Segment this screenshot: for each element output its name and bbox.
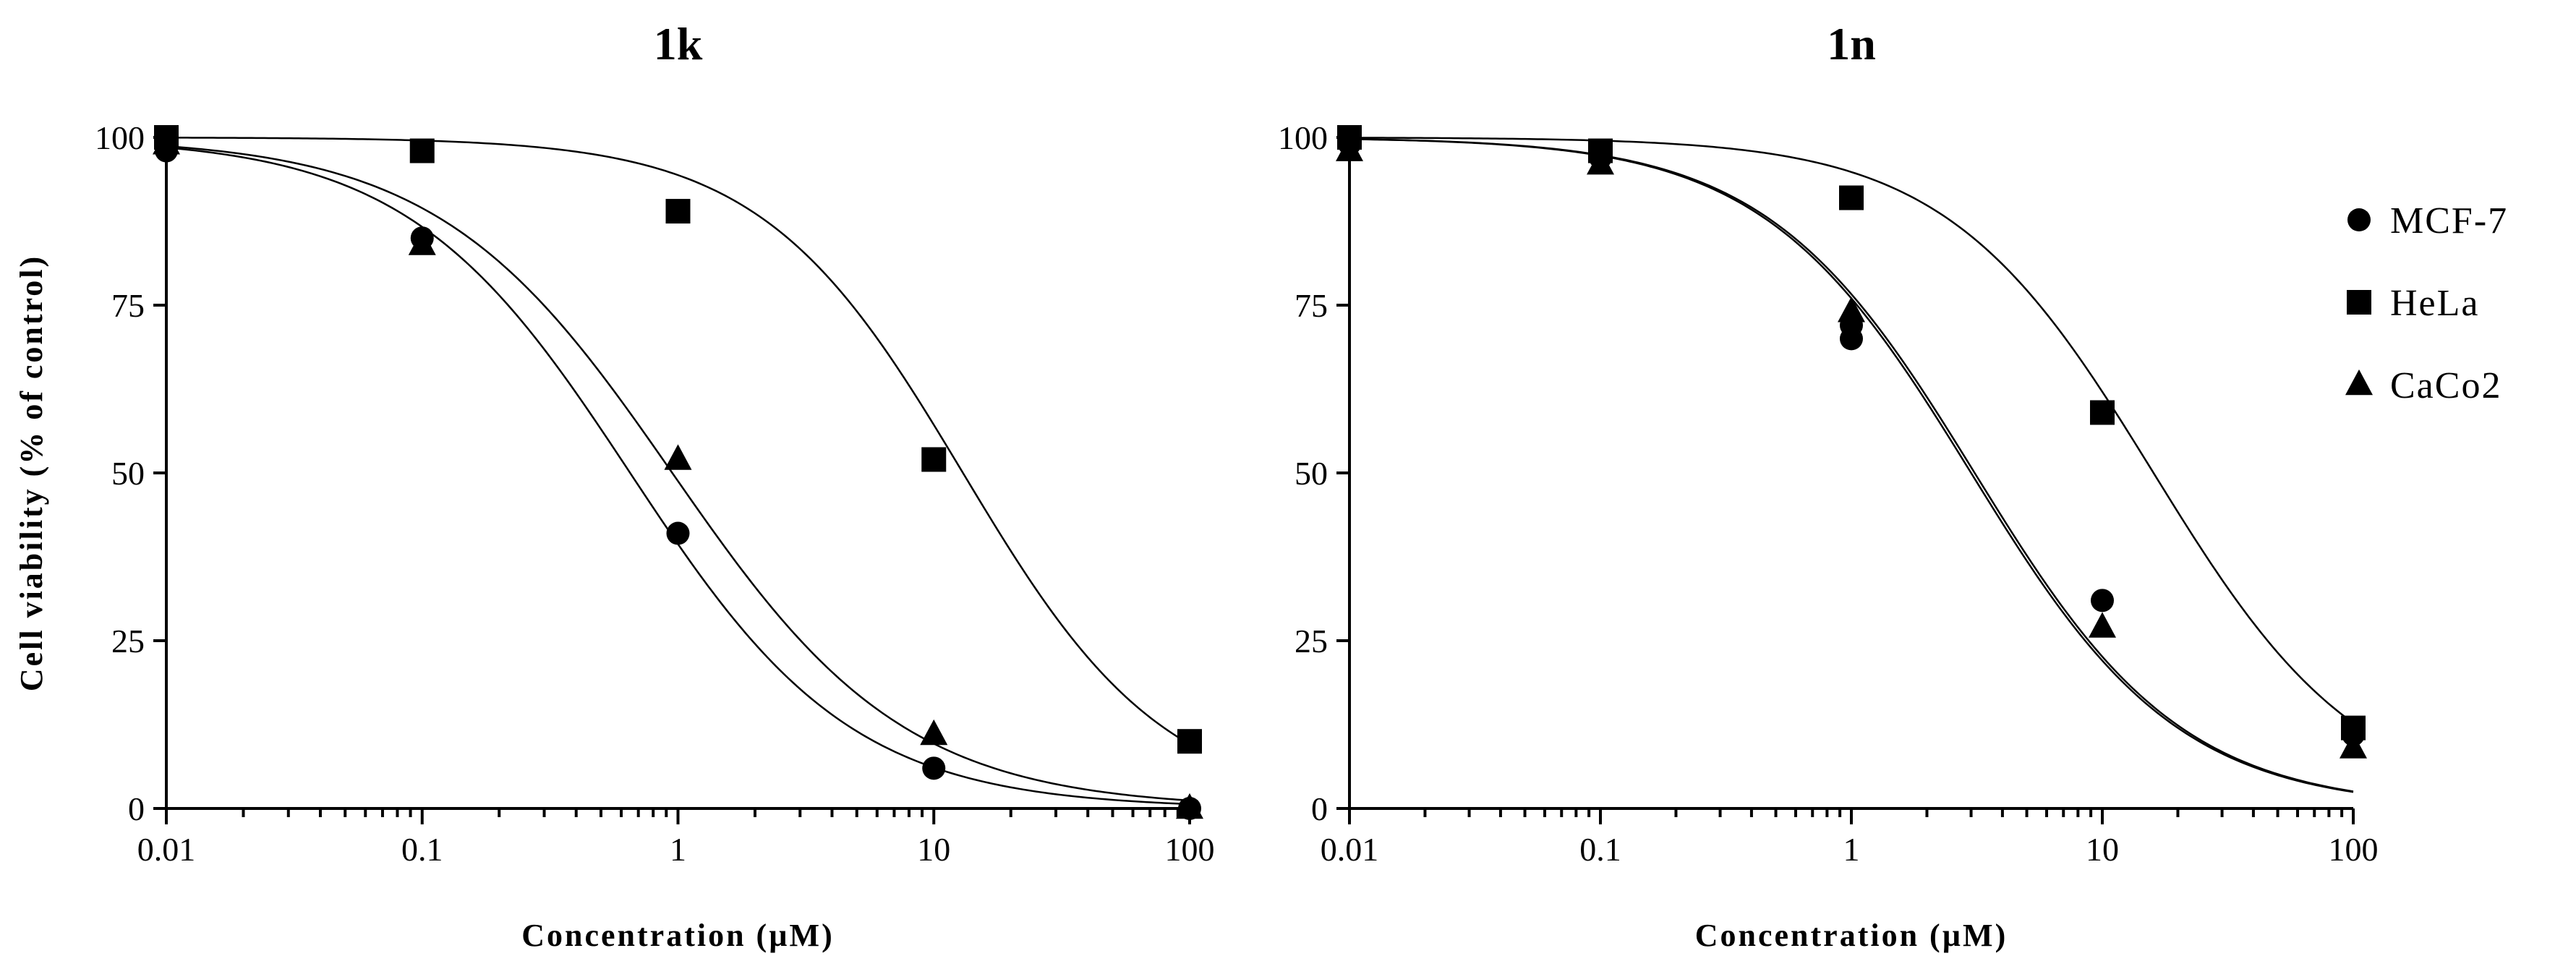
- panel-1n-x-tick-label: 0.01: [1321, 831, 1379, 868]
- panel-1n-legend-marker-CaCo2: [2345, 369, 2373, 396]
- panel-1k-point-MCF-7: [666, 521, 690, 545]
- panel-1n-y-tick-label: 25: [1295, 623, 1328, 659]
- panel-1n-y-tick-label: 50: [1295, 455, 1328, 492]
- panel-1n-point-HeLa: [2090, 400, 2115, 425]
- panel-1n-y-tick-label: 75: [1295, 287, 1328, 324]
- panel-1k-curve-CaCo2: [166, 145, 1190, 802]
- panel-1k-y-tick-label: 25: [111, 623, 145, 659]
- panel-1k-point-CaCo2: [1176, 793, 1203, 819]
- panel-1k-point-CaCo2: [920, 719, 948, 746]
- panel-1n-title: 1n: [1827, 18, 1876, 69]
- panel-1n-point-MCF-7: [2091, 589, 2114, 612]
- panel-1n-curve-MCF-7: [1349, 138, 2354, 793]
- panel-1n-legend-marker-MCF-7: [2347, 208, 2371, 231]
- panel-1n-point-HeLa: [1839, 185, 1864, 210]
- panel-1n-point-CaCo2: [2089, 612, 2116, 638]
- panel-1n-x-tick-label: 1: [1843, 831, 1860, 868]
- panel-1k-title: 1k: [654, 18, 703, 69]
- panel-1k-point-CaCo2: [153, 129, 180, 155]
- panel-1n-y-tick-label: 100: [1278, 119, 1328, 156]
- panel-1n-point-CaCo2: [2340, 733, 2367, 759]
- panel-1k-curve-MCF-7: [166, 146, 1190, 806]
- panel-1n-legend-label-HeLa: HeLa: [2390, 283, 2479, 324]
- panel-1k-y-tick-label: 50: [111, 455, 145, 492]
- panel-1k-point-HeLa: [1177, 729, 1202, 754]
- panel-1n-x-tick-label: 100: [2329, 831, 2379, 868]
- panel-1k-x-tick-label: 0.01: [137, 831, 196, 868]
- panel-1n-x-tick-label: 10: [2086, 831, 2119, 868]
- panel-1n-x-tick-label: 0.1: [1579, 831, 1621, 868]
- panel-1k-point-HeLa: [409, 138, 435, 163]
- panel-1n-legend-label-CaCo2: CaCo2: [2390, 365, 2502, 406]
- panel-1k-curve-HeLa: [166, 137, 1190, 746]
- panel-1k-point-HeLa: [665, 199, 691, 224]
- panel-1k-point-MCF-7: [922, 756, 946, 780]
- panel-1n-curve-CaCo2: [1349, 137, 2354, 793]
- panel-1k-x-tick-label: 1: [670, 831, 686, 868]
- panel-1k-x-tick-label: 0.1: [401, 831, 443, 868]
- panel-1k-y-tick-label: 100: [95, 119, 145, 156]
- panel-1n-legend-label-MCF-7: MCF-7: [2390, 200, 2508, 242]
- panel-1k-y-tick-label: 75: [111, 287, 145, 324]
- panel-1n-point-CaCo2: [1587, 149, 1614, 175]
- panel-1k-point-HeLa: [921, 447, 947, 472]
- panel-1k-y-label: Cell viability (% of control): [14, 255, 49, 691]
- panel-1n-y-tick-label: 0: [1311, 790, 1328, 827]
- panel-1k-x-label: Concentration (µM): [521, 918, 835, 953]
- panel-1k-point-CaCo2: [408, 229, 436, 255]
- panel-1n-point-CaCo2: [1336, 135, 1363, 161]
- panel-1k-y-tick-label: 0: [128, 790, 145, 827]
- panel-1k-point-CaCo2: [664, 444, 692, 470]
- panel-1n-legend-marker-HeLa: [2347, 290, 2371, 315]
- panel-1n-point-CaCo2: [1838, 296, 1865, 323]
- panel-1k-x-tick-label: 100: [1165, 831, 1215, 868]
- panel-1n-curve-HeLa: [1349, 137, 2354, 724]
- panel-1k-x-tick-label: 10: [917, 831, 950, 868]
- panel-1n-x-label: Concentration (µM): [1695, 918, 2008, 953]
